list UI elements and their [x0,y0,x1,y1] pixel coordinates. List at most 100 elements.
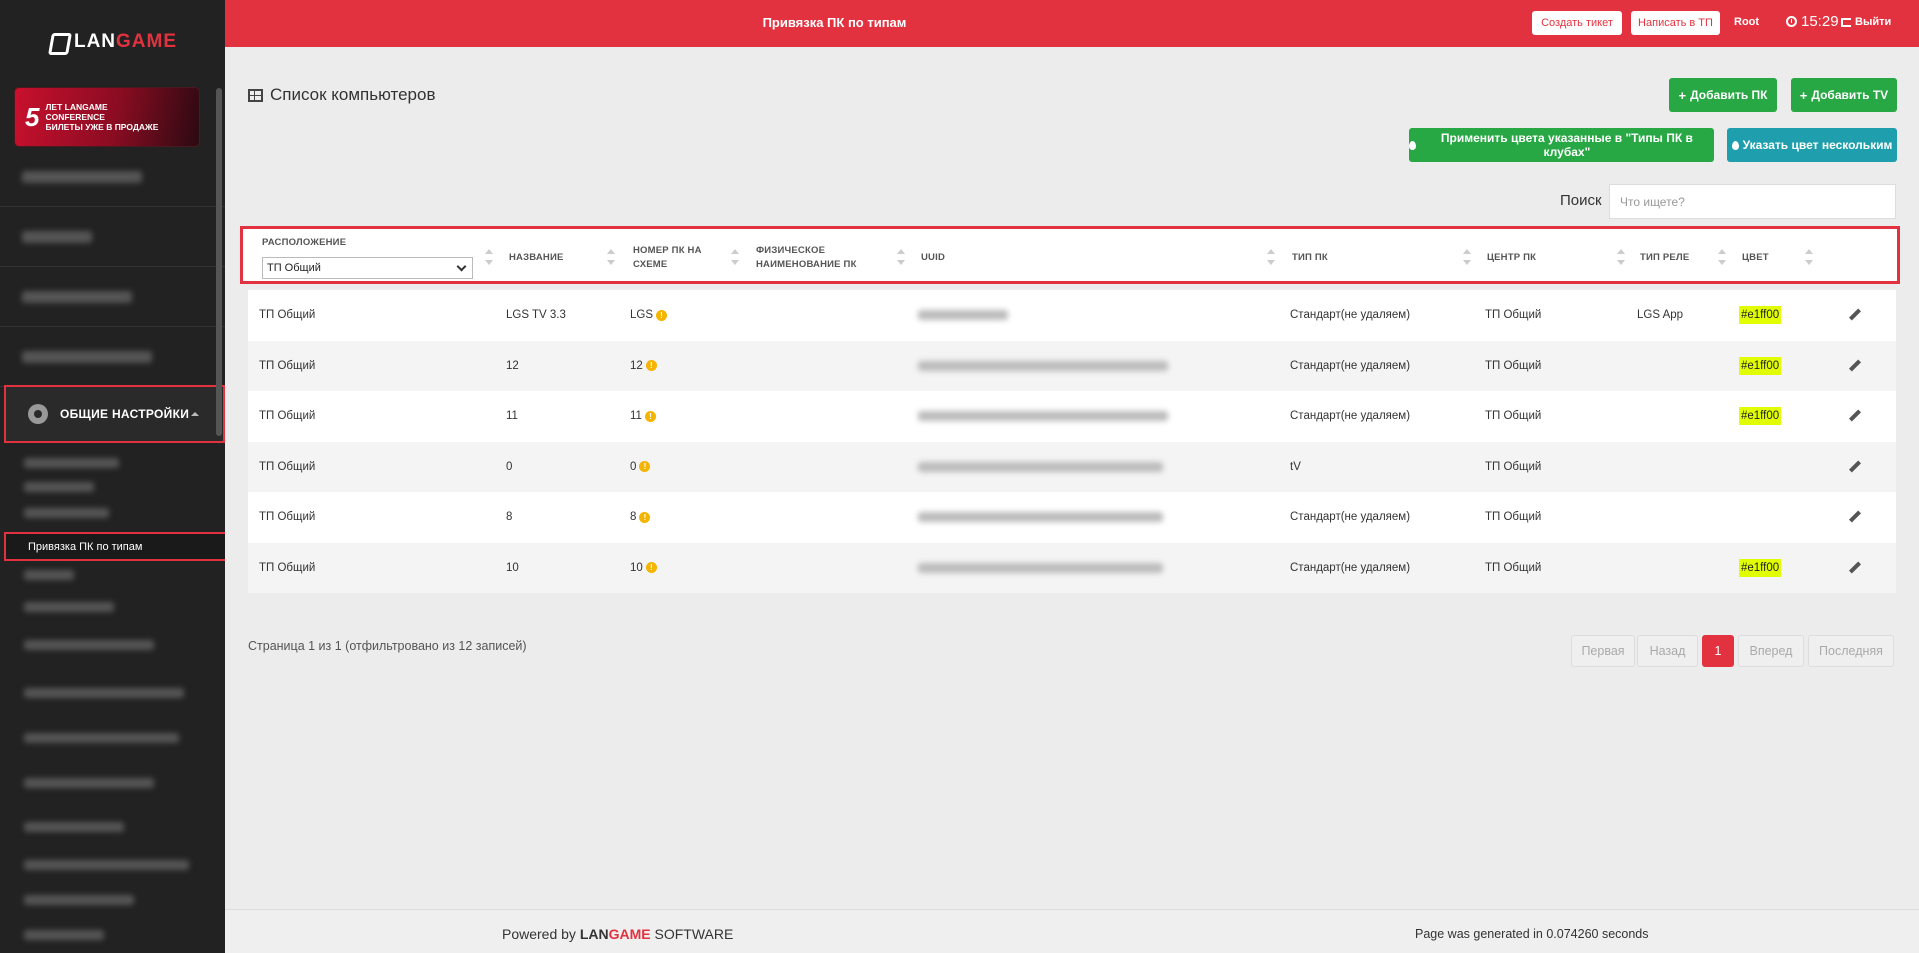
cell-center: ТП Общий [1485,561,1542,574]
color-badge: #e1ff00 [1739,306,1782,325]
cell-uuid [918,442,1163,493]
table-row[interactable]: ТП Общий 0 0! tV ТП Общий [248,441,1896,493]
sidebar-sub-item[interactable] [24,822,124,832]
cell-uuid [918,492,1163,543]
table-row[interactable]: ТП Общий 12 12! Стандарт(не удаляем) ТП … [248,340,1896,391]
logo[interactable]: LANGAME [0,0,225,84]
pagination-current[interactable]: 1 [1702,635,1734,667]
sort-icon[interactable] [1463,249,1471,265]
col-pc-type[interactable]: Тип ПК [1292,252,1328,263]
search-label: Поиск [1560,192,1602,209]
cell-name: 11 [506,410,518,423]
sidebar-item[interactable] [0,207,225,267]
cell-actions [1849,543,1861,594]
color-badge: #e1ff00 [1739,356,1782,375]
warning-icon[interactable]: ! [645,360,657,372]
sidebar-sub-item[interactable] [24,482,94,492]
warning-icon[interactable]: ! [639,461,651,473]
sidebar-item[interactable] [0,327,225,387]
sort-icon[interactable] [607,249,615,265]
sidebar-sub-item[interactable] [24,570,74,580]
sidebar-scrollbar[interactable] [216,88,222,436]
apply-colors-button[interactable]: Применить цвета указанные в "Типы ПК в к… [1409,128,1714,162]
cell-uuid [918,290,1008,341]
sidebar-sub-item[interactable] [24,895,134,905]
edit-pencil-icon[interactable] [1849,461,1861,473]
col-relay-type[interactable]: Тип реле [1640,252,1690,263]
clock-icon [1786,16,1797,27]
user-name[interactable]: Root [1734,16,1760,28]
col-color[interactable]: Цвет [1742,252,1769,263]
sidebar-sub-item-pc-type-binding[interactable]: Привязка ПК по типам [4,532,225,561]
footer: Powered by LANGAME SOFTWARE Page was gen… [225,909,1919,953]
col-scheme-number[interactable]: Номер ПК на схеме [633,245,702,270]
sort-icon[interactable] [731,249,739,265]
banner-number: 5 [25,101,40,132]
col-location[interactable]: Расположение [262,237,347,248]
add-tv-button[interactable]: + Добавить TV [1791,78,1897,112]
drop-icon [1731,140,1739,150]
sort-icon[interactable] [1267,249,1275,265]
sort-icon[interactable] [485,249,493,265]
sort-icon[interactable] [1805,249,1813,265]
sidebar-sub-item[interactable] [24,640,154,650]
col-uuid[interactable]: UUID [921,252,946,263]
cell-scheme: 11! [630,391,656,442]
sort-icon[interactable] [897,249,905,265]
table-row[interactable]: ТП Общий 8 8! Стандарт(не удаляем) ТП Об… [248,492,1896,543]
cell-location: ТП Общий [259,511,316,524]
color-badge: #e1ff00 [1739,407,1782,426]
warning-icon[interactable]: ! [644,410,656,422]
set-color-multi-button[interactable]: Указать цвет нескольким [1727,128,1897,162]
table-row[interactable]: ТП Общий LGS TV 3.3 LGS! Стандарт(не уда… [248,290,1896,341]
sidebar-sub-item[interactable] [24,602,114,612]
sidebar-sub-item[interactable] [24,860,189,870]
add-pc-button[interactable]: + Добавить ПК [1669,78,1777,112]
footer-brand[interactable]: LANGAME [579,926,651,942]
edit-pencil-icon[interactable] [1849,562,1861,574]
table-row[interactable]: ТП Общий 11 11! Стандарт(не удаляем) ТП … [248,391,1896,442]
pagination-prev[interactable]: Назад [1637,635,1698,667]
write-support-button[interactable]: Написать в ТП [1631,11,1720,35]
pagination-first[interactable]: Первая [1571,635,1635,667]
sort-icon[interactable] [1718,249,1726,265]
pagination-last[interactable]: Последняя [1808,635,1894,667]
cell-scheme: 8! [630,492,651,543]
logout-link[interactable]: Выйти [1841,16,1891,28]
col-pc-center[interactable]: Центр ПК [1487,252,1537,263]
conference-banner[interactable]: 5 лет LANGAME CONFERENCE БИЛЕТЫ УЖЕ В ПР… [14,87,200,147]
cell-name: 8 [506,511,513,524]
search-input[interactable] [1609,184,1896,219]
warning-icon[interactable]: ! [639,511,651,523]
sidebar-sub-item[interactable] [24,508,109,518]
edit-pencil-icon[interactable] [1849,309,1861,321]
cell-pc-type: Стандарт(не удаляем) [1290,309,1411,322]
clock: 15:29 [1786,13,1839,30]
table-row[interactable]: ТП Общий 10 10! Стандарт(не удаляем) ТП … [248,542,1896,594]
sidebar-sub-item[interactable] [24,688,184,698]
edit-pencil-icon[interactable] [1849,511,1861,523]
edit-pencil-icon[interactable] [1849,360,1861,372]
create-ticket-button[interactable]: Создать тикет [1532,11,1622,35]
sidebar-section-general-settings[interactable]: ОБЩИЕ НАСТРОЙКИ [4,385,225,443]
sidebar: LANGAME 5 лет LANGAME CONFERENCE БИЛЕТЫ … [0,0,225,953]
plus-icon: + [1799,87,1808,103]
topbar: Привязка ПК по типам Создать тикет Напис… [225,0,1919,47]
sidebar-item[interactable] [0,267,225,327]
sort-icon[interactable] [1617,249,1625,265]
warning-icon[interactable]: ! [656,309,668,321]
sidebar-sub-item[interactable] [24,458,119,468]
col-physical-name[interactable]: Физическое наименование ПК [756,245,857,270]
sidebar-sub-item[interactable] [24,778,154,788]
pagination-next[interactable]: Вперед [1738,635,1804,667]
sidebar-item[interactable] [0,147,225,207]
col-name[interactable]: Название [509,252,564,263]
sidebar-sub-item[interactable] [24,930,104,940]
cell-pc-type: Стандарт(не удаляем) [1290,359,1411,372]
pagination-info: Страница 1 из 1 (отфильтровано из 12 зап… [248,639,527,653]
cell-center: ТП Общий [1485,511,1542,524]
sidebar-sub-item[interactable] [24,733,179,743]
edit-pencil-icon[interactable] [1849,410,1861,422]
warning-icon[interactable]: ! [645,562,657,574]
location-filter-select[interactable]: ТП Общий [262,257,473,279]
